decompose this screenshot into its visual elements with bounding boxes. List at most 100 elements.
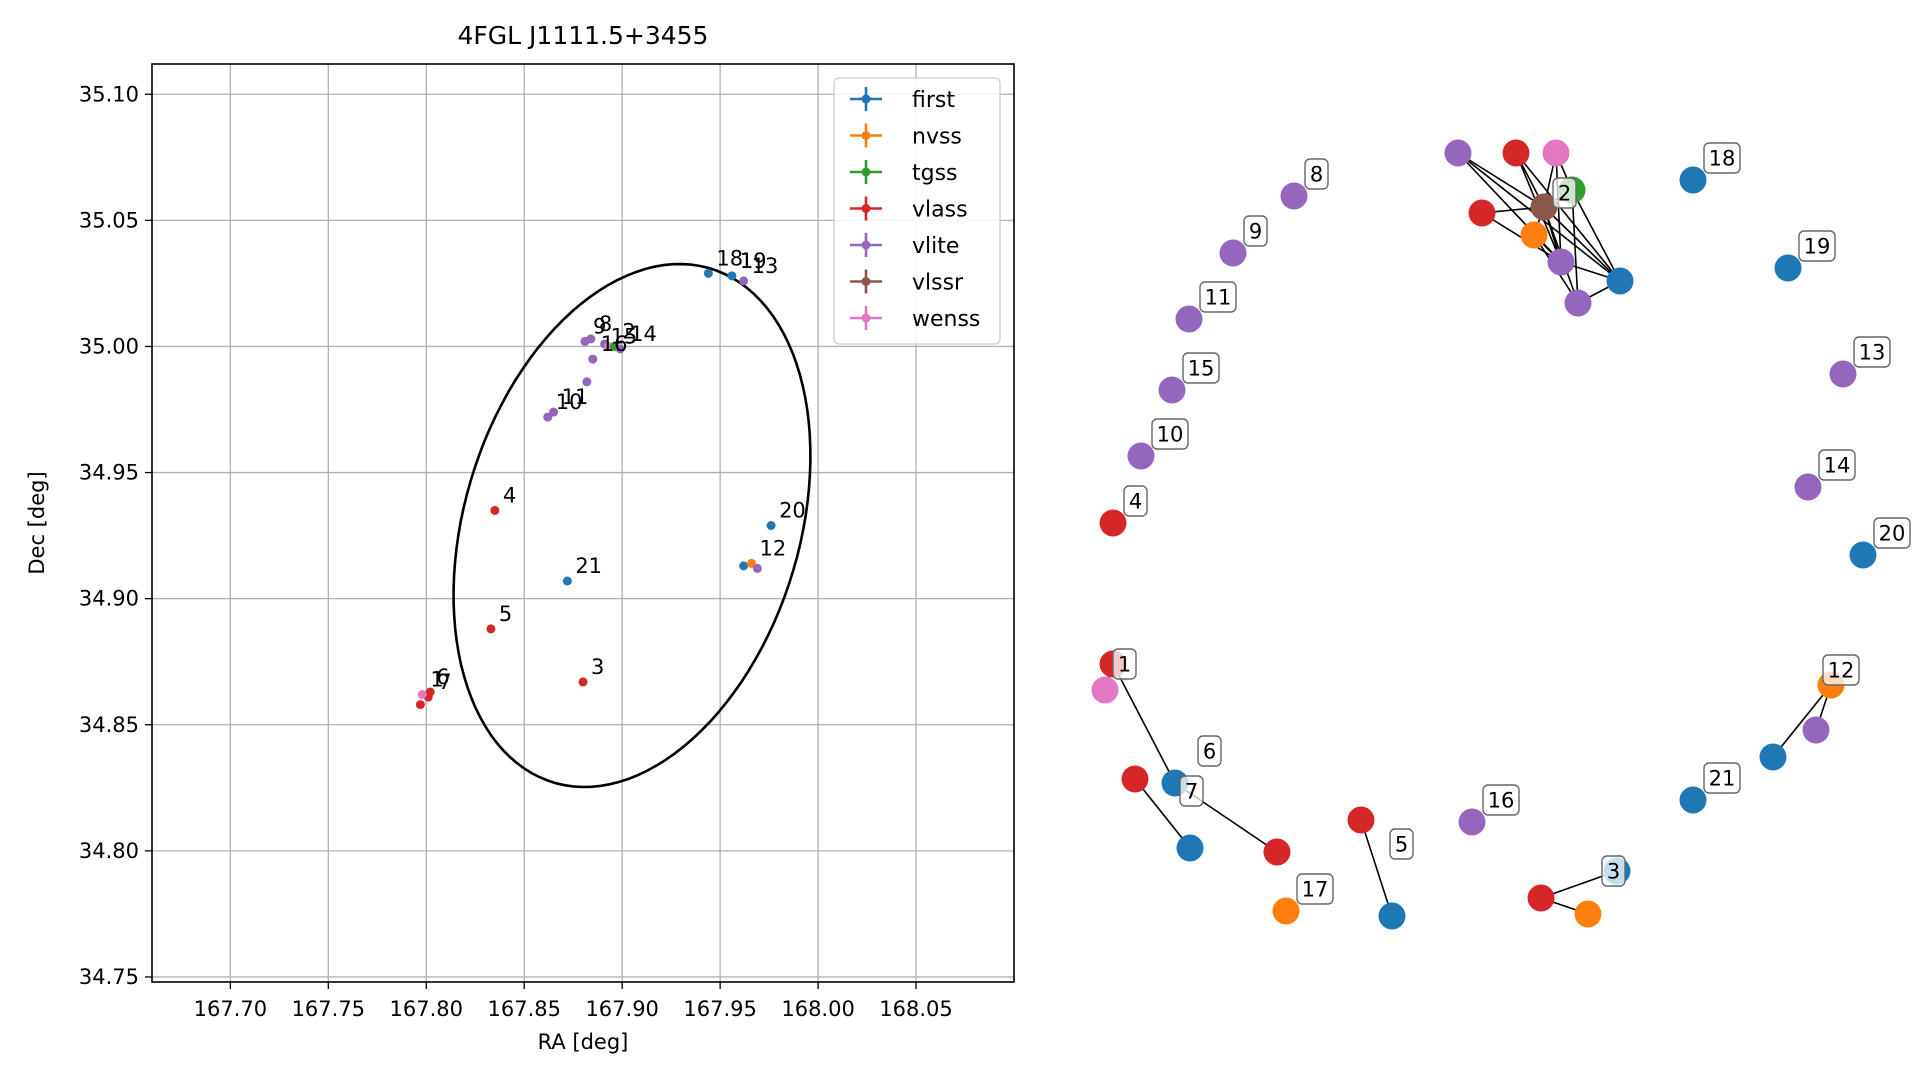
points-layer — [415, 268, 776, 710]
plot-title: 4FGL J1111.5+3455 — [458, 21, 709, 50]
network-node-vlite — [1219, 239, 1247, 267]
data-point-vlite — [549, 407, 559, 417]
y-tick-label: 35.05 — [79, 208, 139, 232]
data-point-first — [739, 561, 749, 571]
network-node-first — [1679, 786, 1707, 814]
x-tick-label: 167.70 — [194, 997, 267, 1021]
x-tick-label: 168.05 — [879, 997, 952, 1021]
point-label: 12 — [759, 536, 786, 560]
point-label: 2 — [622, 319, 635, 343]
node-label-text: 7 — [1185, 780, 1198, 804]
node-label-text: 6 — [1203, 740, 1216, 764]
node-label-text: 15 — [1188, 357, 1215, 381]
network-node-label: 14 — [1818, 449, 1856, 481]
point-label: 10 — [556, 390, 583, 414]
legend-marker — [861, 204, 871, 213]
y-tick-label: 35.10 — [79, 82, 139, 106]
data-point-vlite — [543, 412, 553, 422]
point-label: 19 — [740, 249, 767, 273]
point-label: 6 — [436, 665, 449, 689]
network-node-vlass — [1527, 884, 1555, 912]
network-node-label: 7 — [1179, 775, 1204, 807]
data-point-vlite — [739, 276, 749, 286]
node-label-text: 2 — [1558, 182, 1571, 206]
x-tick-label: 168.00 — [781, 997, 854, 1021]
network-edge — [1360, 819, 1393, 917]
node-label-box — [1482, 784, 1520, 816]
legend-item-vlssr: vlssr — [850, 269, 964, 296]
error-ellipse-layer — [452, 262, 812, 789]
node-label-text: 8 — [1310, 163, 1323, 187]
data-point-first — [727, 271, 737, 281]
network-node-label: 21 — [1703, 762, 1741, 794]
network-node-vlite — [1829, 360, 1857, 388]
data-point-vlite — [752, 563, 762, 573]
legend-box — [833, 77, 1001, 345]
legend-item-vlass: vlass — [850, 196, 968, 223]
node-label-box — [1243, 215, 1268, 247]
point-label: 16 — [601, 332, 628, 356]
data-point-first — [562, 576, 572, 586]
y-tick-label: 34.75 — [79, 965, 139, 989]
legend-marker — [861, 277, 871, 286]
data-point-wenss — [417, 689, 427, 699]
network-node-vlass — [1263, 838, 1291, 866]
y-axis-ticks: 34.75 34.80 34.85 34.90 34.95 35.00 35.05 35.10 — [79, 82, 152, 989]
x-tick-label: 167.95 — [683, 997, 756, 1021]
network-edge — [1112, 663, 1176, 784]
node-label-text: 3 — [1607, 860, 1620, 884]
network-node-nvss — [1574, 900, 1602, 928]
network-edge — [1457, 152, 1545, 208]
node-label-text: 1 — [1118, 653, 1131, 677]
point-label: 13 — [752, 254, 779, 278]
point-label: 1 — [740, 249, 753, 273]
network-edge — [1134, 778, 1191, 849]
point-label: 18 — [716, 246, 743, 270]
point-label: 15 — [611, 325, 638, 349]
y-tick-label: 34.95 — [79, 461, 139, 485]
data-point-vlite — [582, 377, 592, 387]
node-label-box — [1601, 855, 1626, 887]
network-node-vlass — [1468, 199, 1496, 227]
network-node-vlite — [1458, 808, 1486, 836]
data-point-vlite — [615, 344, 625, 354]
network-node-label: 12 — [1822, 654, 1860, 686]
legend-label: wenss — [912, 307, 980, 332]
network-node-label: 9 — [1243, 215, 1268, 247]
node-label-box — [1703, 762, 1741, 794]
network-node-first — [1606, 267, 1634, 295]
y-tick-label: 34.90 — [79, 587, 139, 611]
data-point-vlite — [588, 354, 598, 364]
legend-marker — [861, 131, 871, 140]
point-label: 21 — [575, 554, 602, 578]
network-node-vlite — [1175, 305, 1203, 333]
node-label-box — [1179, 775, 1204, 807]
node-label-box — [1552, 177, 1577, 209]
node-label-box — [1873, 517, 1911, 549]
node-label-text: 19 — [1804, 235, 1831, 259]
network-node-vlite — [1547, 248, 1575, 276]
point-label: 20 — [779, 499, 806, 523]
legend: first nvss tgss vlass vlite vlssr wenss — [833, 77, 1001, 345]
legend-label: vlite — [912, 234, 959, 259]
network-edges — [1104, 152, 1832, 917]
network-node-label: 15 — [1182, 352, 1220, 384]
network-nodes — [1091, 139, 1877, 930]
legend-marker — [861, 240, 871, 250]
legend-label: first — [912, 88, 955, 113]
network-node-label: 8 — [1304, 158, 1329, 190]
point-label: 7 — [438, 670, 451, 694]
point-label: 5 — [499, 602, 512, 626]
node-label-box — [1389, 828, 1414, 860]
network-node-vlass — [1347, 806, 1375, 834]
network-node-label: 18 — [1703, 142, 1741, 174]
grid — [152, 64, 1014, 982]
node-label-text: 10 — [1157, 423, 1184, 447]
network-node-label: 5 — [1389, 828, 1414, 860]
network-edge — [1543, 206, 1621, 282]
node-label-box — [1703, 142, 1741, 174]
